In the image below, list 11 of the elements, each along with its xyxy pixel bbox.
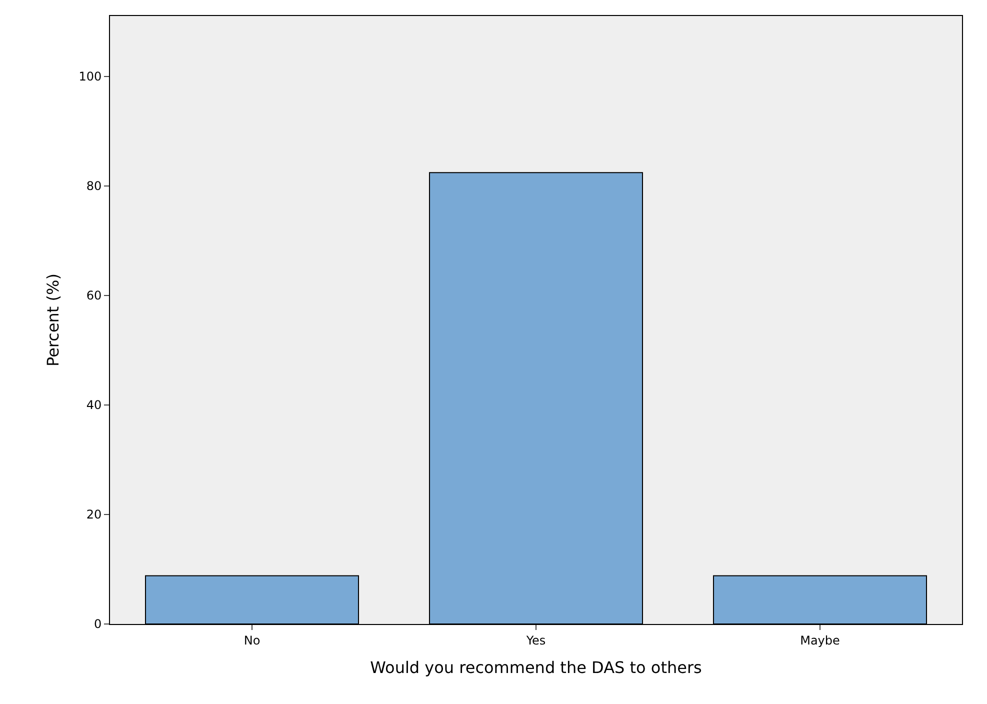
y-tick-label: 100 — [78, 69, 102, 84]
y-tick-label: 60 — [86, 288, 102, 303]
y-axis-title: Percent (%) — [44, 274, 63, 366]
y-tick-label: 80 — [86, 179, 102, 193]
x-axis-title: Would you recommend the DAS to others — [370, 658, 702, 678]
x-tick-label: No — [244, 633, 260, 648]
x-tick-label: Maybe — [800, 633, 840, 648]
x-tick-label: Yes — [525, 633, 546, 648]
y-tick-label: 20 — [86, 508, 102, 522]
y-tick-label: 40 — [86, 398, 102, 412]
y-tick-label: 0 — [94, 617, 102, 632]
